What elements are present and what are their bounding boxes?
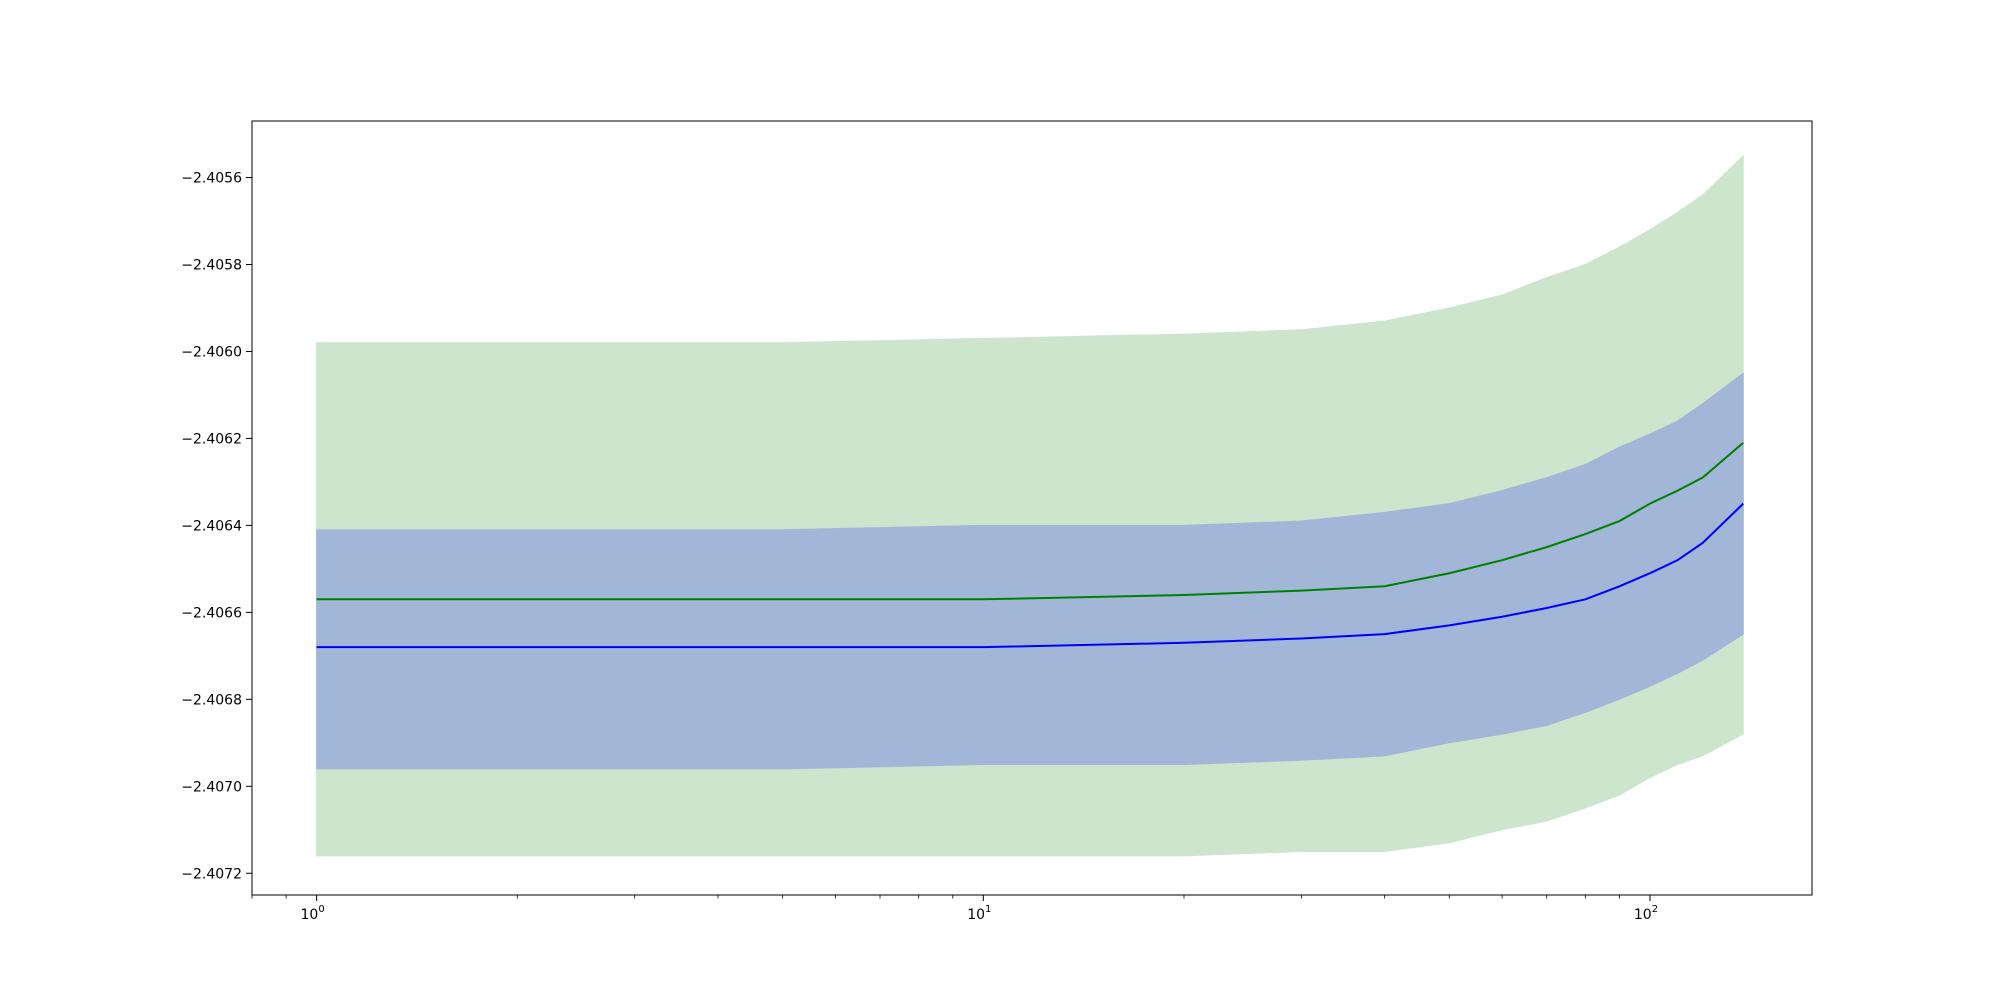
plot-frame (251, 120, 1813, 896)
y-tick-label: −2.4060 (181, 344, 242, 360)
y-tick-label: −2.4070 (181, 779, 242, 795)
confidence-bands (316, 154, 1744, 857)
series-line-0 (316, 502, 1744, 649)
y-tick-label: −2.4068 (181, 692, 242, 708)
y-tick-label: −2.4056 (181, 171, 242, 187)
series-lines (316, 442, 1744, 649)
y-tick-label: −2.4072 (181, 866, 242, 882)
y-axis: −2.4072 −2.4070 −2.4068 −2.4066 −2.4064 −2.40… (181, 171, 252, 882)
x-tick-exponent: 1 (985, 904, 991, 915)
x-tick-exponent: 2 (1652, 904, 1658, 915)
y-tick-label: −2.4058 (181, 257, 242, 273)
series-line-1 (316, 442, 1744, 601)
x-tick-exponent: 0 (318, 904, 324, 915)
y-tick-label: −2.4064 (181, 518, 242, 534)
y-tick-label: −2.4062 (181, 431, 242, 447)
y-tick-label: −2.4066 (181, 605, 242, 621)
confidence-band-0 (316, 372, 1744, 770)
